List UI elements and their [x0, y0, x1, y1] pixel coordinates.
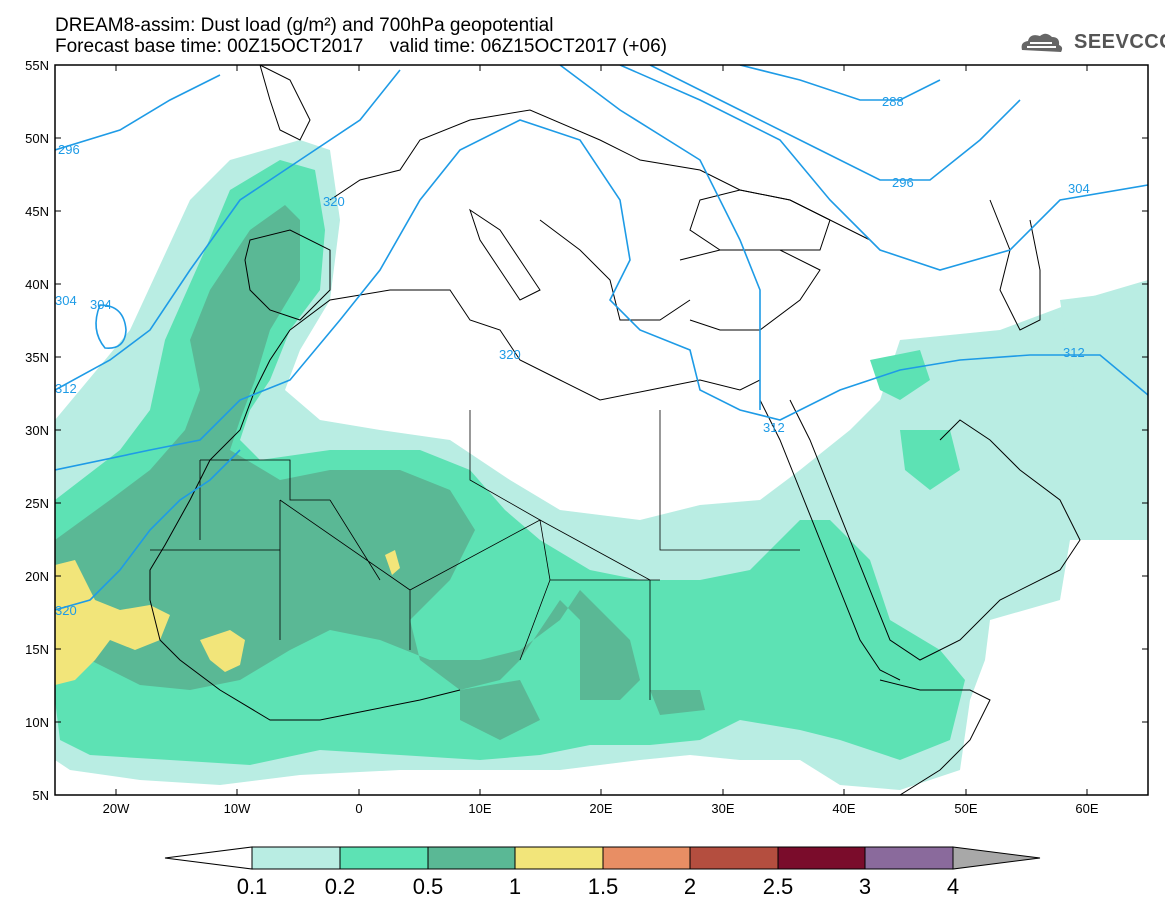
- contour-296-east: [649, 65, 1021, 181]
- coast-italy: [469, 208, 541, 301]
- contour-label: 304: [1068, 181, 1090, 196]
- contour-label: 288: [882, 94, 904, 109]
- coast-britain: [259, 65, 311, 141]
- lat-label: 35N: [25, 350, 49, 365]
- lon-label: 20W: [103, 801, 130, 816]
- colorbar-bin: [602, 846, 691, 870]
- coast-balkans: [539, 219, 691, 321]
- colorbar-bin: [777, 846, 866, 870]
- contour-label: 312: [55, 381, 77, 396]
- contour-320-south: [55, 449, 241, 611]
- dust-region-high-2: [200, 550, 400, 672]
- dust-region-dark: [55, 205, 640, 700]
- contour-label: 296: [58, 142, 80, 157]
- colorbar-tick: 0.2: [325, 874, 356, 899]
- colorbar-bin: [689, 846, 779, 870]
- lon-label: 20E: [589, 801, 612, 816]
- lat-label: 40N: [25, 277, 49, 292]
- colorbar-tick: 0.5: [413, 874, 444, 899]
- contour-label-group: 296 288 296 304 304 304 320 320 312 312 …: [55, 94, 1090, 618]
- contour-label: 312: [1063, 345, 1085, 360]
- coast-west-africa: [149, 329, 461, 721]
- contour-label: 296: [892, 175, 914, 190]
- contour-label: 320: [55, 603, 77, 618]
- lat-label: 50N: [25, 131, 49, 146]
- colorbar-high-arrow: [952, 846, 1041, 870]
- lon-label: 0: [355, 801, 362, 816]
- colorbar-tick: 0.1: [237, 874, 268, 899]
- lat-label: 10N: [25, 715, 49, 730]
- lat-label: 15N: [25, 642, 49, 657]
- lat-label: 55N: [25, 58, 49, 73]
- contour-label: 320: [499, 347, 521, 362]
- coastlines: [149, 65, 1081, 795]
- dust-region-high: [55, 560, 170, 685]
- colorbar-bin: [514, 846, 604, 870]
- lon-label: 10E: [468, 801, 491, 816]
- contour-304-circle: [95, 304, 127, 349]
- cloud-icon: [1021, 33, 1063, 52]
- colorbar-bin: [339, 846, 429, 870]
- contour-320: [55, 119, 1148, 471]
- colorbar-tick: 2: [684, 874, 696, 899]
- lon-label: 50E: [954, 801, 977, 816]
- logo-text: SEEVCCC: [1074, 31, 1165, 53]
- contour-label: 304: [55, 293, 77, 308]
- lat-label-group: 55N 50N 45N 40N 35N 30N 25N 20N 15N 10N …: [25, 58, 49, 803]
- dust-shading: [55, 140, 1148, 790]
- contour-label: 312: [763, 420, 785, 435]
- dust-region-dark-2: [460, 680, 705, 740]
- axis-ticks: [55, 64, 1148, 796]
- colorbar-bin: [251, 846, 341, 870]
- colorbar-tick: 1.5: [588, 874, 619, 899]
- coast-black-sea: [689, 189, 831, 251]
- lat-label: 30N: [25, 423, 49, 438]
- lon-label: 40E: [832, 801, 855, 816]
- colorbar-tick: 4: [947, 874, 959, 899]
- chart-title-line2: Forecast base time: 00Z15OCT2017 valid t…: [55, 36, 667, 57]
- lon-label-group: 20W 10W 0 10E 20E 30E 40E 50E 60E: [103, 801, 1099, 816]
- coast-turkey: [679, 249, 821, 331]
- lon-label: 10W: [224, 801, 251, 816]
- colorbar-bin: [864, 846, 954, 870]
- colorbar-low-arrow: [164, 846, 253, 870]
- colorbar-bin: [427, 846, 516, 870]
- lat-label: 45N: [25, 204, 49, 219]
- coast-caspian: [989, 199, 1041, 331]
- coast-europe: [329, 109, 871, 241]
- dust-region-light-east: [1060, 290, 1148, 470]
- border-lines: [150, 410, 800, 700]
- lon-label: 30E: [711, 801, 734, 816]
- contour-288: [739, 65, 941, 101]
- coast-mediterranean-south: [289, 289, 761, 401]
- geopotential-contours: [55, 65, 1148, 611]
- contour-label: 304: [90, 297, 112, 312]
- colorbar-tick: 3: [859, 874, 871, 899]
- lat-label: 25N: [25, 496, 49, 511]
- coast-red-sea: [759, 399, 901, 681]
- contour-312-west: [55, 69, 401, 391]
- contour-304-east: [619, 65, 1148, 271]
- colorbar-tick: 2.5: [763, 874, 794, 899]
- chart-title-line1: DREAM8-assim: Dust load (g/m²) and 700hP…: [55, 15, 554, 36]
- borders: [150, 410, 800, 700]
- contour-312-east: [559, 65, 761, 410]
- coast-iberia: [244, 229, 331, 321]
- coast-arabia: [789, 399, 1081, 661]
- colorbar-tick: 1: [509, 874, 521, 899]
- contour-296-west: [55, 74, 221, 151]
- lat-label: 5N: [32, 788, 49, 803]
- contour-label: 320: [323, 194, 345, 209]
- dust-region-medium-gulf: [870, 350, 960, 490]
- coast-horn: [879, 679, 991, 795]
- lon-label: 60E: [1075, 801, 1098, 816]
- lat-label: 20N: [25, 569, 49, 584]
- colorbar-tick-group: 0.1 0.2 0.5 1 1.5 2 2.5 3 4: [237, 874, 959, 899]
- colorbar: [164, 846, 1041, 870]
